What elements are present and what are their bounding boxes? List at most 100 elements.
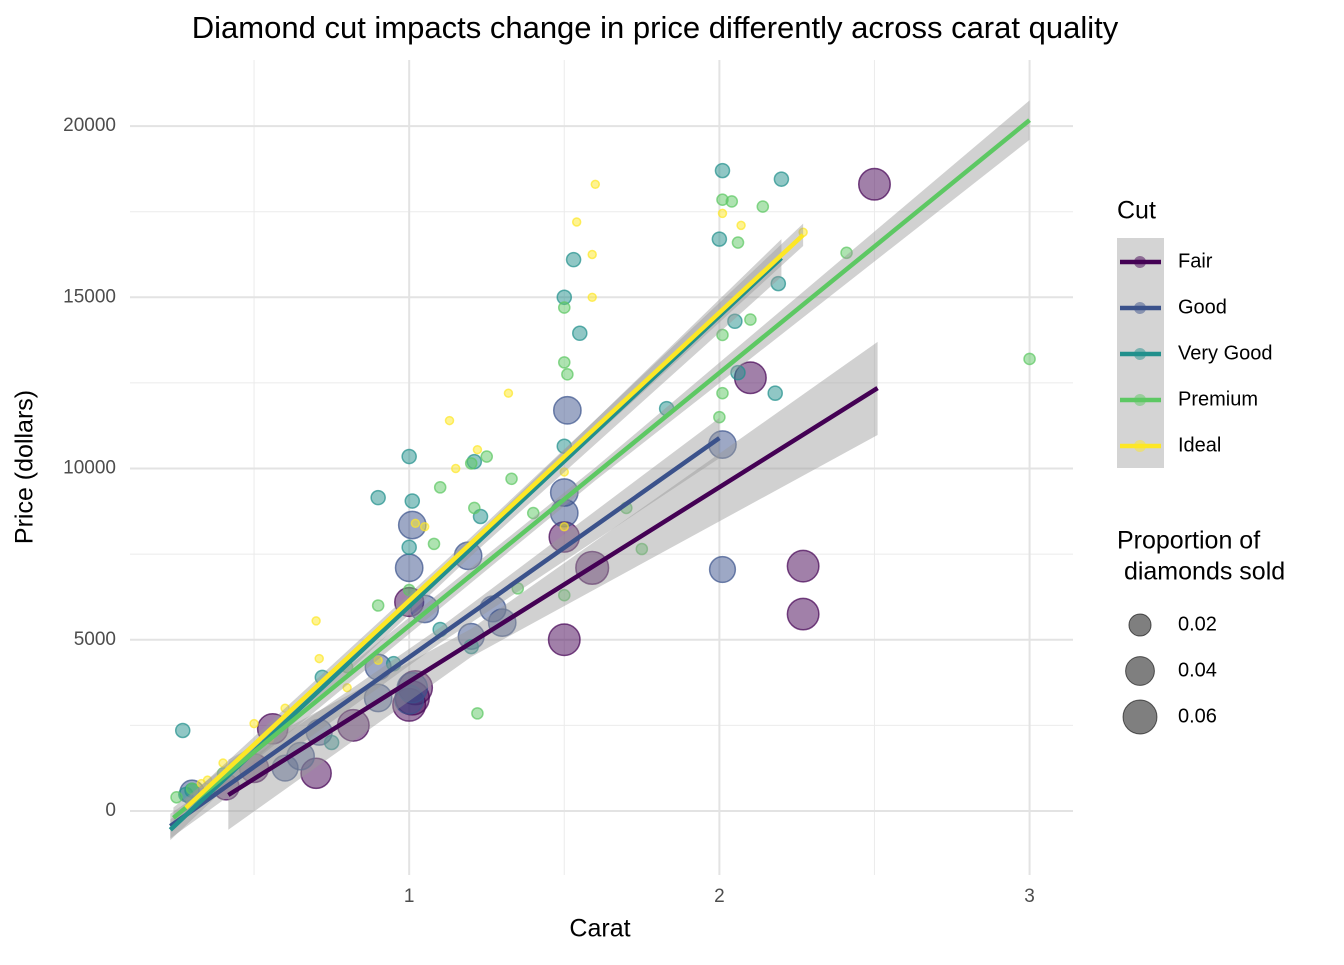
point	[773, 171, 790, 187]
point	[786, 549, 820, 583]
y-tick-label: 0	[105, 800, 116, 821]
confidence-band	[173, 100, 1030, 829]
point	[373, 655, 383, 666]
point	[433, 481, 447, 494]
point	[311, 616, 321, 626]
point	[427, 537, 441, 551]
chart-title: Diamond cut impacts change in price diff…	[192, 10, 1119, 45]
confidence-band	[228, 341, 878, 830]
y-tick-label: 15000	[63, 286, 116, 307]
point	[1023, 352, 1036, 366]
point	[565, 251, 582, 268]
size-legend-point	[1128, 613, 1152, 637]
point	[503, 388, 514, 398]
confidence-band	[170, 417, 720, 839]
point	[472, 444, 483, 455]
point	[714, 162, 731, 179]
point	[526, 506, 540, 520]
legend-point	[1134, 302, 1146, 314]
legend-label: Ideal	[1178, 434, 1221, 456]
point	[323, 734, 340, 751]
point	[444, 415, 455, 426]
x-tick-label: 3	[1024, 886, 1035, 907]
point	[185, 782, 199, 796]
point	[716, 386, 729, 400]
point	[174, 722, 191, 739]
point	[394, 553, 424, 583]
point	[196, 778, 207, 789]
legend-point	[1134, 394, 1146, 406]
size-legend-label: 0.02	[1178, 613, 1217, 635]
point	[370, 489, 386, 506]
point	[314, 653, 324, 664]
point	[419, 522, 430, 532]
point	[249, 718, 259, 729]
point	[561, 368, 574, 381]
point	[713, 410, 726, 424]
point	[468, 501, 481, 515]
point	[635, 542, 649, 556]
point	[547, 623, 581, 657]
point	[572, 325, 588, 342]
point	[786, 597, 820, 631]
y-tick-label: 20000	[63, 115, 116, 136]
point	[450, 463, 461, 474]
legend-point	[1134, 348, 1146, 360]
size-legend-point	[1125, 656, 1155, 686]
size-legend-point	[1122, 699, 1158, 735]
point	[557, 301, 571, 314]
point	[717, 208, 728, 219]
legend-label: Very Good	[1178, 342, 1273, 364]
point	[170, 790, 183, 804]
legend-label: Fair	[1178, 250, 1213, 272]
point	[736, 220, 746, 231]
y-tick-label: 5000	[74, 629, 116, 650]
point	[711, 231, 728, 247]
point	[410, 518, 421, 529]
point	[587, 249, 597, 260]
point	[402, 583, 416, 597]
size-legend-title: Proportion of	[1117, 527, 1260, 555]
point	[571, 217, 582, 227]
x-tick-label: 2	[714, 886, 725, 907]
point	[464, 457, 478, 470]
point	[371, 599, 385, 612]
y-tick-label: 10000	[63, 458, 116, 479]
point	[730, 364, 746, 381]
point	[708, 555, 737, 584]
point	[394, 684, 425, 715]
y-axis-label: Price (dollars)	[11, 390, 39, 544]
x-axis-label: Carat	[569, 915, 630, 943]
size-legend-title: diamonds sold	[1117, 558, 1285, 586]
point	[727, 313, 743, 330]
point	[731, 236, 745, 249]
legend-point	[1134, 440, 1146, 452]
point	[857, 167, 891, 201]
legend-title: Cut	[1117, 197, 1156, 225]
size-legend-label: 0.06	[1178, 705, 1217, 727]
point	[840, 246, 853, 260]
legend-point	[1134, 256, 1146, 268]
point	[716, 328, 729, 342]
point	[505, 472, 518, 486]
point	[767, 385, 783, 401]
fit-line	[169, 436, 721, 828]
point	[756, 200, 770, 213]
point	[401, 448, 417, 465]
point	[556, 438, 573, 455]
fit-line	[184, 233, 805, 810]
point	[280, 703, 290, 713]
point	[557, 356, 571, 369]
x-tick-label: 1	[404, 886, 415, 907]
fit-line	[172, 118, 1031, 820]
point	[471, 707, 484, 720]
point	[218, 758, 228, 768]
point	[552, 395, 582, 425]
point	[559, 467, 570, 477]
point	[342, 682, 352, 693]
point	[590, 179, 601, 190]
point	[557, 588, 571, 602]
point	[587, 292, 597, 303]
point	[559, 522, 570, 532]
